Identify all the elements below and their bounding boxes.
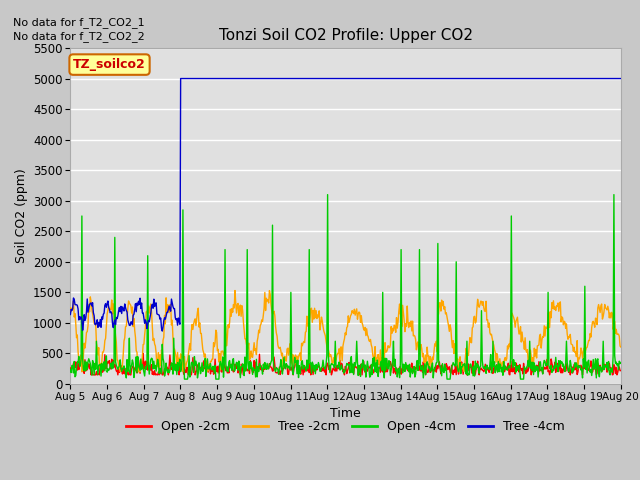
Line: Open -4cm: Open -4cm <box>70 194 621 379</box>
Open -2cm <box>87 372 95 378</box>
Text: TZ_soilco2: TZ_soilco2 <box>73 58 146 71</box>
Open -2cm <box>414 367 422 372</box>
Open -2cm <box>140 350 147 356</box>
Tree -2cm <box>67 305 74 311</box>
Open -4cm <box>190 370 198 375</box>
Open -4cm <box>67 367 74 372</box>
Open -2cm <box>77 358 84 363</box>
Tree -4cm <box>617 76 625 82</box>
Tree -4cm <box>133 300 141 306</box>
Y-axis label: Soil CO2 (ppm): Soil CO2 (ppm) <box>15 168 28 264</box>
Text: No data for f_T2_CO2_1: No data for f_T2_CO2_1 <box>13 17 145 28</box>
Open -4cm <box>219 354 227 360</box>
Tree -2cm <box>77 360 84 366</box>
Tree -4cm <box>414 76 422 82</box>
Tree -2cm <box>190 321 198 327</box>
Tree -4cm <box>159 328 166 334</box>
Open -4cm <box>133 370 141 376</box>
Open -4cm <box>414 368 422 373</box>
Tree -4cm <box>191 76 198 82</box>
Line: Tree -4cm: Tree -4cm <box>70 79 621 331</box>
Tree -4cm <box>430 76 438 82</box>
Tree -4cm <box>77 316 84 322</box>
X-axis label: Time: Time <box>330 407 361 420</box>
Tree -4cm <box>67 312 74 317</box>
Open -2cm <box>191 361 198 367</box>
Text: No data for f_T2_CO2_2: No data for f_T2_CO2_2 <box>13 31 145 42</box>
Open -4cm <box>617 360 625 365</box>
Title: Tonzi Soil CO2 Profile: Upper CO2: Tonzi Soil CO2 Profile: Upper CO2 <box>219 28 472 43</box>
Tree -4cm <box>177 76 184 82</box>
Tree -2cm <box>430 348 438 354</box>
Open -4cm <box>430 366 438 372</box>
Line: Open -2cm: Open -2cm <box>70 353 621 375</box>
Open -2cm <box>67 365 74 371</box>
Tree -2cm <box>617 344 625 350</box>
Tree -2cm <box>231 288 239 293</box>
Open -2cm <box>220 365 227 371</box>
Tree -2cm <box>414 339 422 345</box>
Open -4cm <box>77 362 84 368</box>
Open -4cm <box>324 192 332 197</box>
Tree -2cm <box>78 369 86 375</box>
Tree -2cm <box>134 368 141 373</box>
Open -2cm <box>617 368 625 373</box>
Tree -4cm <box>220 76 227 82</box>
Open -2cm <box>430 369 438 374</box>
Line: Tree -2cm: Tree -2cm <box>70 290 621 372</box>
Legend: Open -2cm, Tree -2cm, Open -4cm, Tree -4cm: Open -2cm, Tree -2cm, Open -4cm, Tree -4… <box>121 415 570 438</box>
Open -2cm <box>134 367 141 372</box>
Tree -2cm <box>219 348 227 354</box>
Open -4cm <box>180 376 188 382</box>
